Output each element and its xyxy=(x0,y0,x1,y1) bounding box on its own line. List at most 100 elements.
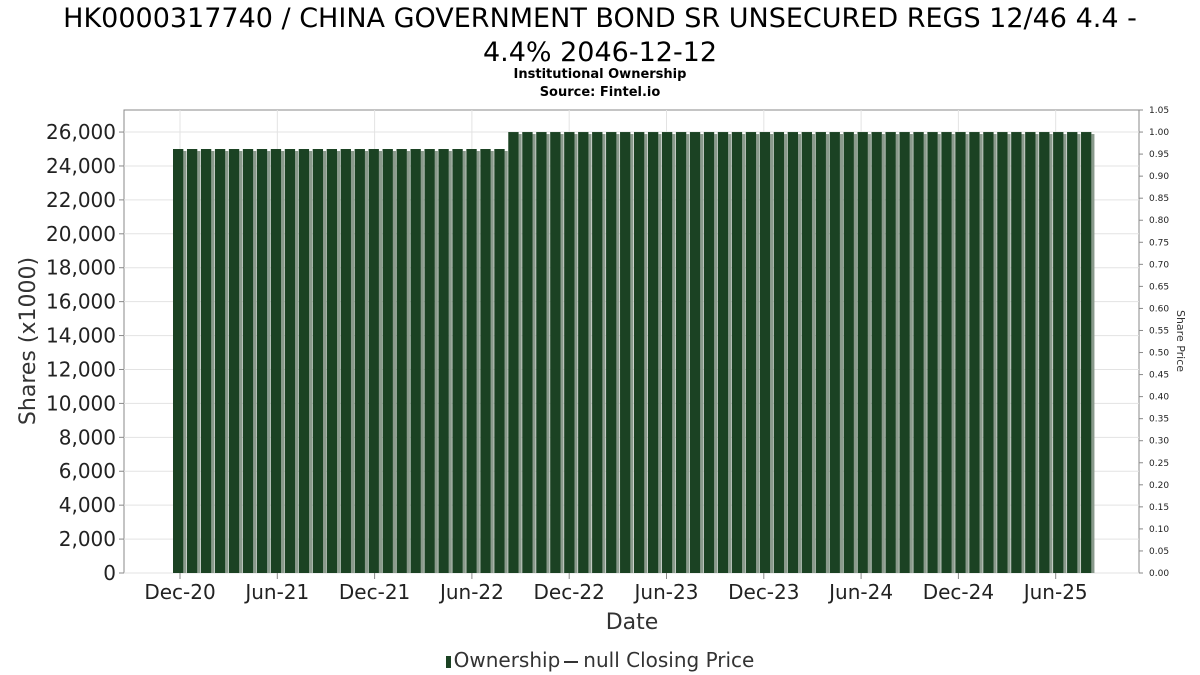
ownership-bar-shadow xyxy=(658,134,662,574)
ownership-bar xyxy=(620,132,631,574)
y-tick-label: 6,000 xyxy=(59,459,116,483)
ownership-bar-shadow xyxy=(197,151,201,573)
y2-tick-label: 0.85 xyxy=(1149,194,1169,204)
ownership-bar xyxy=(759,132,771,574)
ownership-bar xyxy=(1025,132,1036,574)
y2-tick-label: 0.45 xyxy=(1149,371,1169,381)
ownership-bar-shadow xyxy=(253,151,257,573)
ownership-bar-shadow xyxy=(1091,134,1095,574)
y2-tick-label: 0.00 xyxy=(1149,569,1169,579)
ownership-bar xyxy=(815,132,826,574)
ownership-bar xyxy=(466,149,477,573)
ownership-bar xyxy=(536,132,547,574)
y-tick-label: 24,000 xyxy=(46,154,116,178)
ownership-bar xyxy=(801,132,812,574)
ownership-bar xyxy=(480,149,491,573)
ownership-bar-shadow xyxy=(462,151,466,573)
ownership-bar-shadow xyxy=(923,134,927,574)
ownership-bar-shadow xyxy=(630,134,634,574)
ownership-bar xyxy=(592,132,603,574)
y2-tick-label: 0.65 xyxy=(1149,282,1169,292)
y2-tick-label: 0.25 xyxy=(1149,459,1169,469)
ownership-bar-shadow xyxy=(420,151,424,573)
ownership-bar xyxy=(773,132,785,574)
ownership-bar xyxy=(382,149,393,573)
y2-tick-label: 0.90 xyxy=(1149,172,1169,182)
ownership-bar xyxy=(396,149,407,573)
ownership-bar xyxy=(1053,132,1064,574)
ownership-bar xyxy=(787,132,799,574)
ownership-bar xyxy=(689,132,701,574)
ownership-bar-shadow xyxy=(895,134,899,574)
ownership-bar-shadow xyxy=(770,134,774,574)
ownership-bar xyxy=(913,132,924,574)
ownership-bar-shadow xyxy=(211,151,215,573)
x-tick-label: Dec-24 xyxy=(923,580,994,604)
ownership-bar-shadow xyxy=(756,134,760,574)
ownership-bar xyxy=(550,132,561,574)
ownership-bar-shadow xyxy=(406,151,410,573)
ownership-bar-shadow xyxy=(225,151,229,573)
ownership-bar xyxy=(270,149,282,573)
ownership-bar-shadow xyxy=(686,134,690,574)
ownership-bar-shadow xyxy=(714,134,718,574)
y2-tick-label: 0.05 xyxy=(1149,547,1169,557)
ownership-bar xyxy=(326,149,338,573)
y-tick-label: 14,000 xyxy=(46,324,116,348)
y-tick-label: 0 xyxy=(103,561,116,585)
ownership-bar-shadow xyxy=(616,134,620,574)
ownership-bar-shadow xyxy=(839,134,843,574)
ownership-bar xyxy=(228,149,240,573)
ownership-bar xyxy=(256,149,268,573)
ownership-bar-shadow xyxy=(281,151,285,573)
y2-tick-label: 0.10 xyxy=(1149,525,1169,535)
ownership-bar xyxy=(899,132,910,574)
ownership-bar xyxy=(522,132,533,574)
chart-title: HK0000317740 / CHINA GOVERNMENT BOND SR … xyxy=(0,2,1200,70)
ownership-bar xyxy=(647,132,659,574)
ownership-bar xyxy=(927,132,938,574)
y2-tick-label: 0.60 xyxy=(1149,304,1169,314)
ownership-bar-shadow xyxy=(1063,134,1067,574)
ownership-bar-shadow xyxy=(867,134,871,574)
ownership-bar xyxy=(340,149,351,573)
ownership-bar-shadow xyxy=(728,134,732,574)
ownership-bar-shadow xyxy=(853,134,857,574)
y-tick-label: 12,000 xyxy=(46,357,116,381)
ownership-bar-shadow xyxy=(937,134,941,574)
y2-tick-label: 0.20 xyxy=(1149,481,1169,491)
ownership-bar-shadow xyxy=(588,134,592,574)
x-tick-label: Dec-20 xyxy=(144,580,215,604)
y2-tick-label: 0.50 xyxy=(1149,349,1169,359)
y2-tick-label: 0.15 xyxy=(1149,503,1169,513)
ownership-bar-shadow xyxy=(448,151,452,573)
ownership-bar xyxy=(368,149,379,573)
ownership-bar xyxy=(214,149,226,573)
x-tick-label: Dec-21 xyxy=(339,580,410,604)
ownership-bar-shadow xyxy=(1021,134,1025,574)
ownership-bar xyxy=(703,132,715,574)
ownership-bar xyxy=(661,132,673,574)
ownership-bar xyxy=(717,132,729,574)
ownership-bar-shadow xyxy=(881,134,885,574)
ownership-bar-shadow xyxy=(183,151,187,573)
y-axis-title: Shares (x1000) xyxy=(16,257,41,425)
y-tick-label: 22,000 xyxy=(46,188,116,212)
ownership-bar xyxy=(578,132,589,574)
x-tick-label: Jun-21 xyxy=(243,580,309,604)
ownership-bar-shadow xyxy=(532,134,536,574)
ownership-bar-shadow xyxy=(309,151,313,573)
ownership-bar xyxy=(494,149,505,573)
ownership-bar-shadow xyxy=(295,151,299,573)
ownership-bar xyxy=(843,132,854,574)
y-tick-label: 10,000 xyxy=(46,391,116,415)
ownership-bar xyxy=(424,149,435,573)
ownership-bar-shadow xyxy=(1035,134,1039,574)
ownership-bar xyxy=(200,149,212,573)
ownership-bar xyxy=(634,132,645,574)
y-tick-label: 16,000 xyxy=(46,290,116,314)
y2-axis-title: Share Price xyxy=(1174,310,1187,372)
ownership-bar xyxy=(298,149,310,573)
ownership-bar xyxy=(452,149,463,573)
